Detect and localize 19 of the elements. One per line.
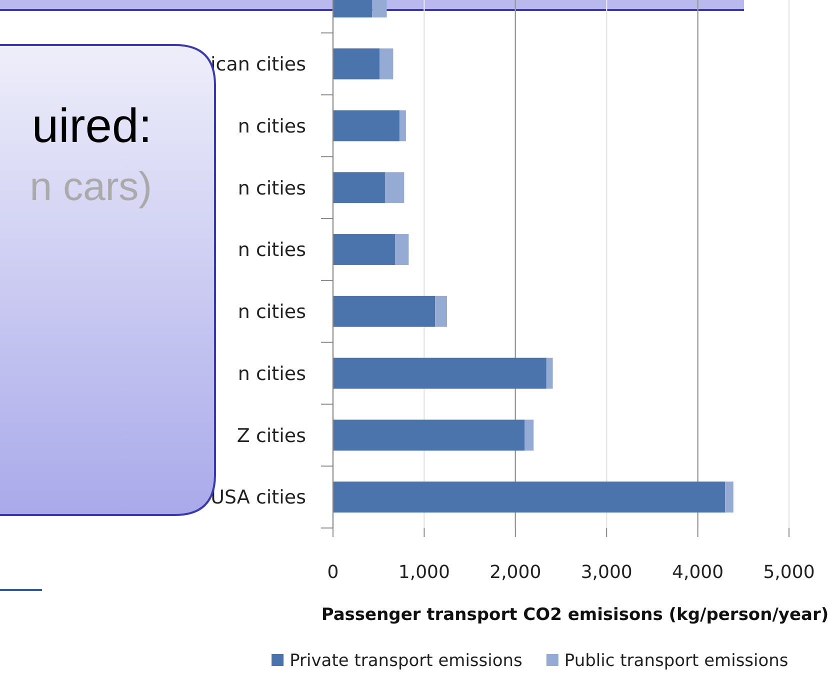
y-tick-label: n cities xyxy=(238,115,306,138)
text: n cars) xyxy=(30,165,152,209)
x-tick-label: 2,000 xyxy=(490,562,542,583)
y-tick-label: n cities xyxy=(238,177,306,200)
x-tick-label: 5,000 xyxy=(763,562,815,583)
x-tick-label: 0 xyxy=(327,562,339,583)
x-axis-title: Passenger transport CO2 emisisons (kg/person/year) xyxy=(321,605,829,625)
x-tick-label: 4,000 xyxy=(672,562,724,583)
y-tick-label: Z cities xyxy=(236,424,306,447)
legend-label: Private transport emissions xyxy=(290,651,523,671)
y-tick-label: n cities xyxy=(238,362,306,385)
y-tick-label: n cities xyxy=(238,239,306,262)
text: uired: xyxy=(32,100,152,153)
y-tick-label: ican cities xyxy=(210,53,306,76)
x-tick-label: 3,000 xyxy=(580,562,632,583)
y-tick-label: USA cities xyxy=(210,486,306,509)
y-tick-label: n cities xyxy=(238,301,306,324)
legend-label: Public transport emissions xyxy=(564,651,788,671)
x-tick-label: 1,000 xyxy=(398,562,450,583)
